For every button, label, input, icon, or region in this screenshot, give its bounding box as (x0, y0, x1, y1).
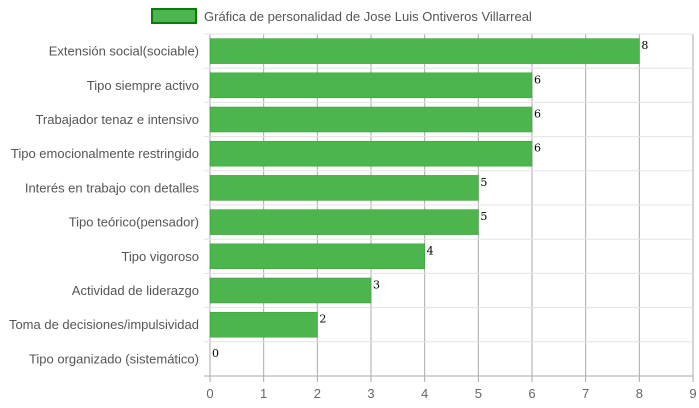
category-label-9: Tipo organizado (sistemático) (29, 351, 199, 366)
bar-7[interactable] (209, 277, 372, 304)
x-tick-label-2: 2 (314, 386, 321, 401)
legend[interactable]: Gráfica de personalidad de Jose Luis Ont… (151, 8, 532, 24)
x-tick-label-1: 1 (260, 386, 267, 401)
category-label-1: Tipo siempre activo (87, 78, 199, 93)
data-label-3: 6 (534, 142, 541, 155)
bar-6[interactable] (209, 243, 425, 270)
category-label-4: Interés en trabajo con detalles (25, 180, 200, 195)
category-labels: Extensión social(sociable) Tipo siempre a… (9, 44, 200, 367)
bar-2[interactable] (209, 106, 533, 133)
category-label-0: Extensión social(sociable) (49, 44, 199, 59)
x-tick-label-6: 6 (528, 386, 535, 401)
category-label-3: Tipo emocionalmente restringido (11, 146, 199, 161)
data-label-8: 2 (319, 313, 326, 326)
x-tick-label-7: 7 (582, 386, 589, 401)
x-tick-label-4: 4 (421, 386, 428, 401)
data-labels: 8 6 6 6 5 5 4 3 2 0 (212, 39, 648, 360)
x-tick-label-8: 8 (636, 386, 643, 401)
data-label-6: 4 (427, 244, 434, 257)
legend-swatch[interactable] (151, 8, 197, 24)
bar-0[interactable] (209, 38, 640, 64)
x-axis-ticks: 0 1 2 3 4 5 6 7 8 9 (206, 386, 696, 401)
bars (209, 38, 640, 338)
data-label-4: 5 (480, 176, 487, 189)
data-label-0: 8 (641, 39, 648, 52)
legend-label[interactable]: Gráfica de personalidad de Jose Luis Ont… (204, 9, 532, 24)
category-label-7: Actividad de liderazgo (72, 283, 199, 298)
category-label-2: Trabajador tenaz e intensivo (35, 112, 199, 127)
x-tick-label-0: 0 (206, 386, 213, 401)
x-tick-label-5: 5 (475, 386, 482, 401)
category-label-8: Toma de decisiones/impulsividad (9, 317, 199, 332)
category-label-6: Tipo vigoroso (121, 249, 199, 264)
category-label-5: Tipo teórico(pensador) (69, 215, 199, 230)
data-label-7: 3 (373, 279, 380, 292)
bar-4[interactable] (209, 175, 479, 201)
bar-1[interactable] (209, 72, 533, 99)
x-tick-label-3: 3 (367, 386, 374, 401)
bar-5[interactable] (209, 209, 479, 235)
bar-8[interactable] (209, 311, 318, 338)
x-tick-label-9: 9 (689, 386, 696, 401)
bar-3[interactable] (209, 140, 533, 167)
data-label-9: 0 (212, 347, 219, 360)
data-label-2: 6 (534, 108, 541, 121)
data-label-5: 5 (480, 210, 487, 223)
data-label-1: 6 (534, 73, 541, 86)
